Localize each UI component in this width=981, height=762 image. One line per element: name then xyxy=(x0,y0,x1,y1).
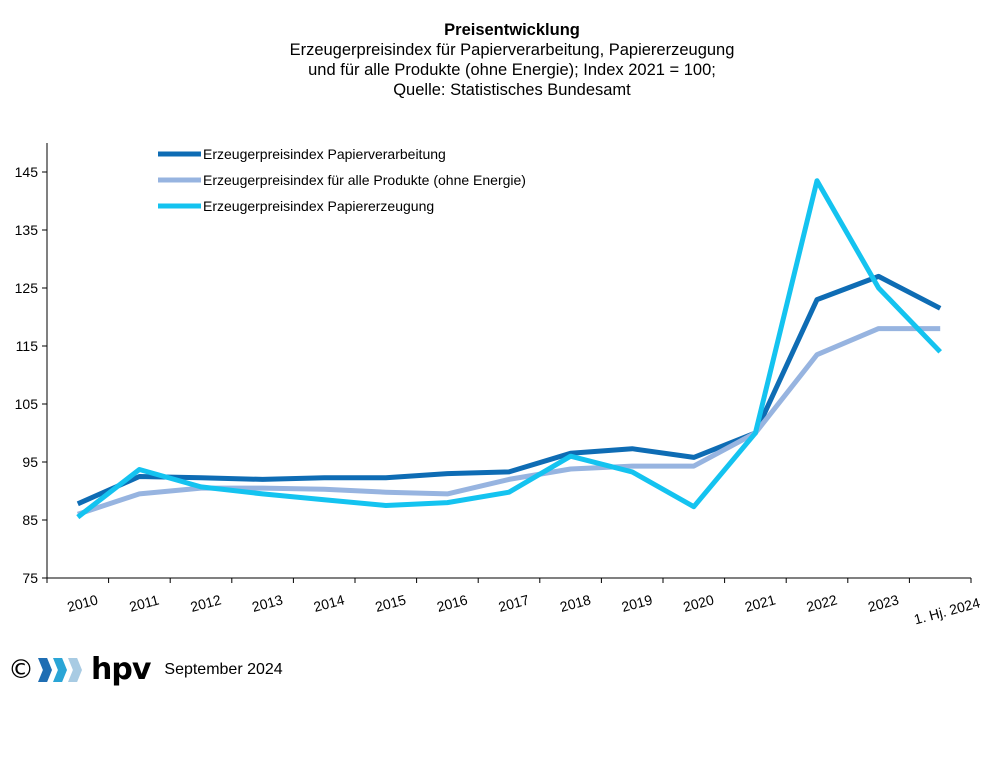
x-tick-label: 2016 xyxy=(435,591,469,615)
footer-date: September 2024 xyxy=(164,661,283,678)
x-tick-label: 2013 xyxy=(250,591,284,615)
x-tick-label: 2010 xyxy=(65,591,99,615)
legend-label: Erzeugerpreisindex für alle Produkte (oh… xyxy=(203,172,526,188)
x-tick-label: 2023 xyxy=(866,591,900,615)
chart-subtitle-line-2: und für alle Produkte (ohne Energie); In… xyxy=(308,61,716,79)
x-tick-label: 2015 xyxy=(373,591,407,615)
x-tick-label: 2019 xyxy=(620,591,654,615)
y-tick-label: 85 xyxy=(22,512,38,528)
chart-subtitle-line-3: Quelle: Statistisches Bundesamt xyxy=(393,81,631,99)
copyright-icon: © xyxy=(8,655,34,685)
x-tick-label: 2018 xyxy=(558,591,592,615)
legend-label: Erzeugerpreisindex Papierverarbeitung xyxy=(203,146,446,162)
hpv-chevron-logo xyxy=(38,658,83,682)
chart-title: Preisentwicklung xyxy=(444,21,580,39)
chevron-icon xyxy=(68,658,82,682)
hpv-logo-text: hpv xyxy=(91,652,151,687)
y-tick-label: 125 xyxy=(15,280,39,296)
x-tick-label: 2020 xyxy=(681,591,715,615)
y-tick-label: 105 xyxy=(15,396,39,412)
y-tick-label: 75 xyxy=(22,570,38,586)
x-tick-label: 2022 xyxy=(805,591,839,615)
footer: © hpv September 2024 xyxy=(8,650,283,690)
x-tick-label: 2012 xyxy=(189,591,223,615)
y-tick-label: 95 xyxy=(22,454,38,470)
x-tick-label: 2014 xyxy=(312,591,346,615)
x-tick-label: 1. Hj. 2024 xyxy=(912,594,981,627)
series-line-1 xyxy=(76,273,942,507)
series-line-3 xyxy=(76,178,942,520)
x-tick-label: 2017 xyxy=(497,591,531,615)
y-tick-label: 145 xyxy=(15,164,39,180)
y-tick-label: 135 xyxy=(15,222,39,238)
chevron-icon xyxy=(38,658,52,682)
chart-title-block: Preisentwicklung Erzeugerpreisindex für … xyxy=(0,20,981,100)
chart-subtitle-line-1: Erzeugerpreisindex für Papierverarbeitun… xyxy=(289,41,735,59)
x-tick-label: 2011 xyxy=(127,591,160,614)
legend-label: Erzeugerpreisindex Papiererzeugung xyxy=(203,198,434,214)
y-tick-label: 115 xyxy=(16,338,39,354)
x-tick-label: 2021 xyxy=(743,591,777,615)
chevron-icon xyxy=(53,658,67,682)
